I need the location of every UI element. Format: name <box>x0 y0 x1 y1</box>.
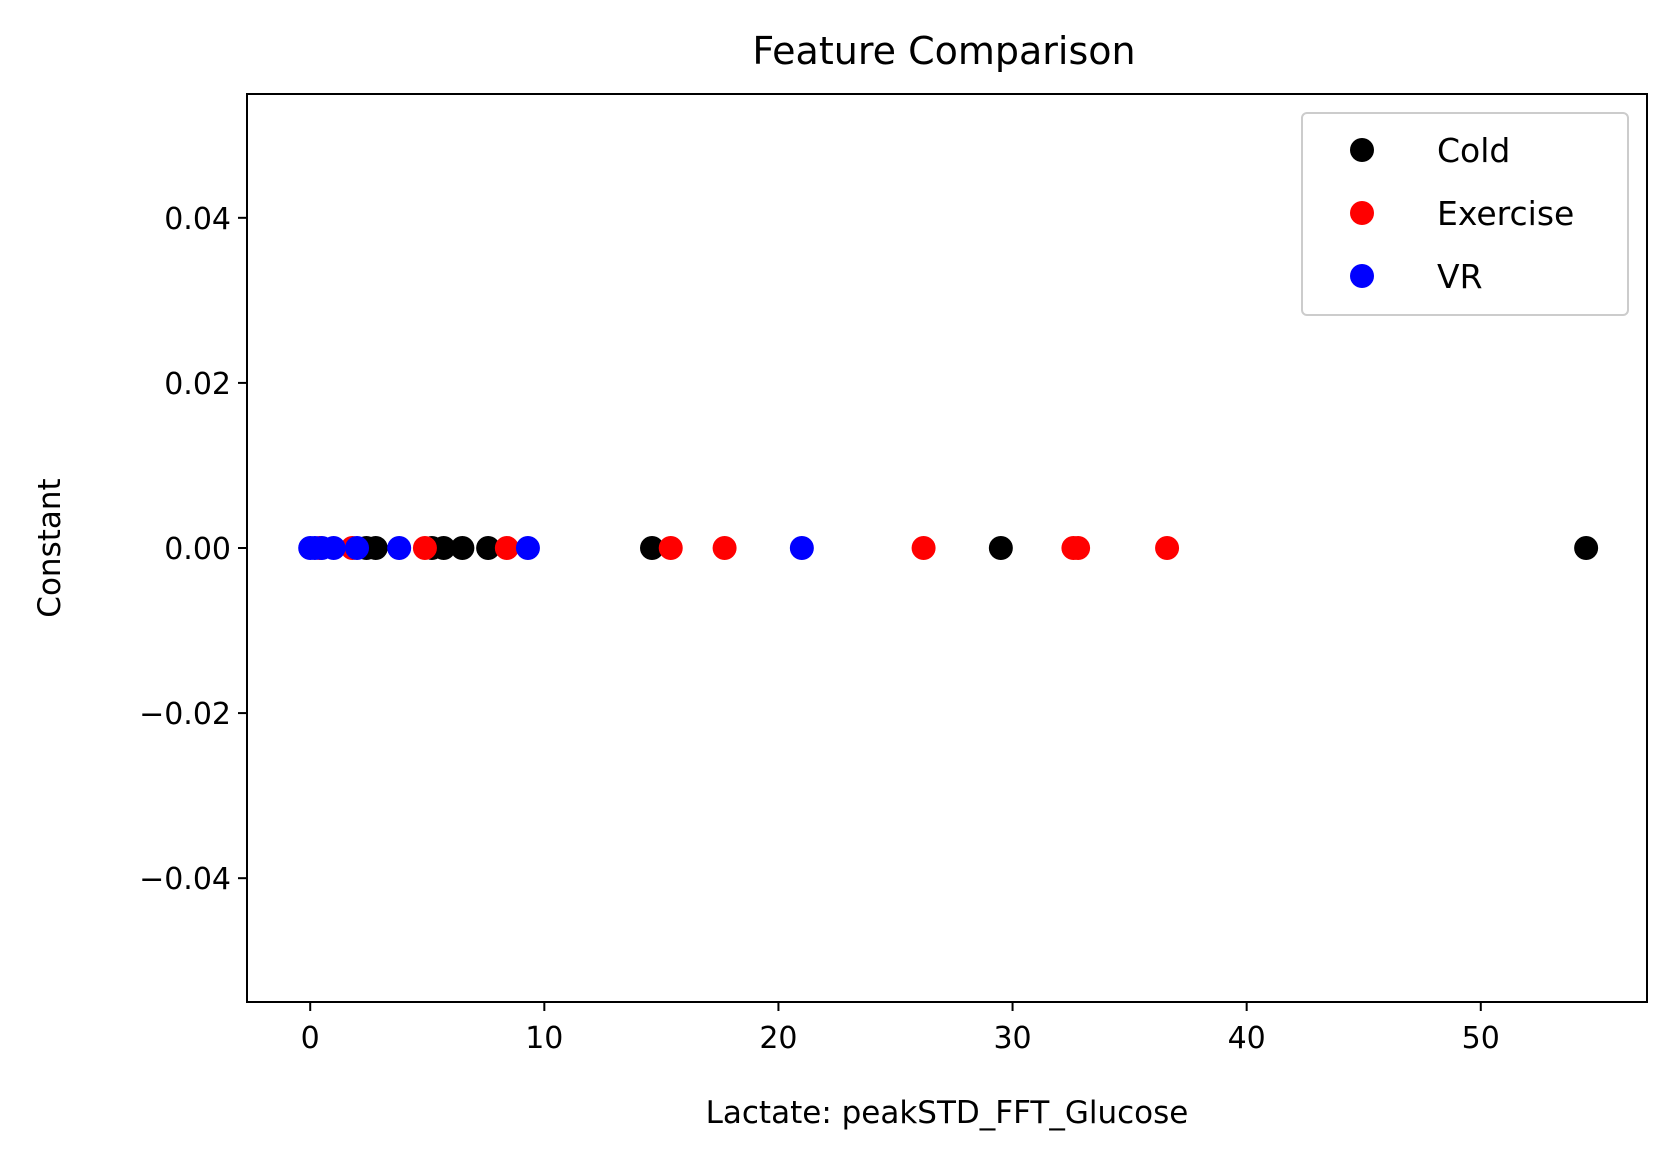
x-axis-ticks: 0 10 20 30 40 50 <box>301 1002 1500 1056</box>
data-point-cold <box>431 536 456 560</box>
plot-area-frame <box>246 93 1648 1003</box>
y-axis-label: Constant <box>32 478 68 617</box>
legend-marker-exercise <box>1350 201 1374 225</box>
y-tick-label: −0.02 <box>139 697 231 732</box>
x-tick-label: 30 <box>993 1021 1031 1056</box>
y-axis-ticks: 0.04 0.02 0.00 −0.02 −0.04 <box>139 202 247 897</box>
data-point-exercise <box>658 536 683 560</box>
legend-label-vr: VR <box>1437 257 1483 296</box>
legend-label-cold: Cold <box>1437 131 1510 170</box>
data-point-exercise <box>1066 536 1091 560</box>
data-point-vr <box>387 536 412 560</box>
data-point-vr <box>345 536 370 560</box>
x-tick-label: 10 <box>525 1021 563 1056</box>
x-tick-label: 20 <box>759 1021 797 1056</box>
legend-label-exercise: Exercise <box>1437 194 1574 233</box>
data-point-exercise <box>911 536 936 560</box>
data-point-exercise <box>494 536 519 560</box>
data-point-vr <box>789 536 814 560</box>
x-tick-label: 0 <box>301 1021 320 1056</box>
data-point-cold <box>640 536 665 560</box>
x-tick-label: 40 <box>1228 1021 1266 1056</box>
y-tick-label: −0.04 <box>139 862 231 897</box>
data-points <box>298 536 1599 560</box>
data-point-exercise <box>412 536 437 560</box>
data-point-cold <box>476 536 501 560</box>
data-point-exercise <box>1155 536 1180 560</box>
y-tick-label: 0.02 <box>164 367 231 402</box>
data-point-cold <box>988 536 1013 560</box>
x-tick-label: 50 <box>1462 1021 1500 1056</box>
data-point-exercise <box>712 536 737 560</box>
legend-marker-vr <box>1350 264 1374 288</box>
y-tick-label: 0.00 <box>164 532 231 567</box>
legend-marker-cold <box>1350 138 1374 162</box>
y-tick-label: 0.04 <box>164 202 231 237</box>
legend-entries: Cold Exercise VR <box>1350 131 1574 296</box>
data-point-vr <box>321 536 346 560</box>
legend: Cold Exercise VR <box>1301 112 1629 316</box>
chart-title: Feature Comparison <box>752 29 1135 73</box>
data-point-cold <box>363 536 388 560</box>
data-point-cold <box>1574 536 1599 560</box>
data-point-vr <box>515 536 540 560</box>
legend-box <box>1301 112 1629 316</box>
data-point-cold <box>450 536 475 560</box>
x-axis-label: Lactate: peakSTD_FFT_Glucose <box>706 1095 1189 1131</box>
